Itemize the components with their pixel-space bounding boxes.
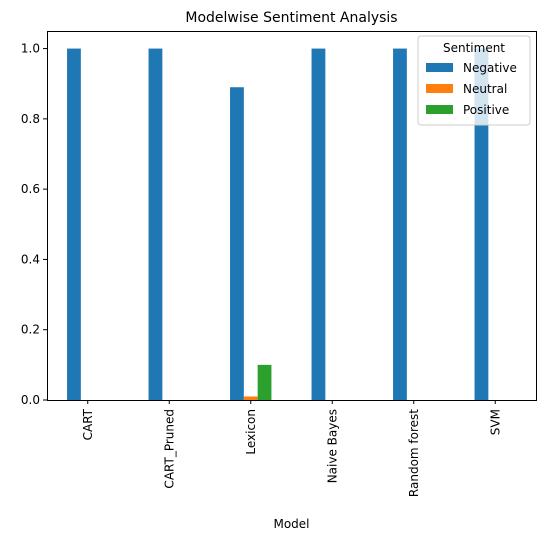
bar-negative-3 [311,48,326,400]
bar-neutral-2 [243,396,258,400]
x-tick-label: SVM [488,409,502,435]
x-axis-label: Model [273,517,309,531]
y-tick-label: 1.0 [21,42,40,56]
legend-title: Sentiment [443,41,505,55]
bar-negative-1 [148,48,163,400]
legend-label-neutral: Neutral [463,82,507,96]
y-axis: 0.0 0.2 0.4 0.6 0.8 1.0 [21,42,47,407]
legend-swatch-neutral [426,84,453,93]
bar-negative-0 [67,48,81,400]
legend: Sentiment Negative Neutral Positive [417,35,531,126]
y-tick-label: 0.6 [21,182,40,196]
bar-negative-5 [474,48,489,400]
bar-positive-2 [257,364,272,400]
legend-label-negative: Negative [463,61,517,75]
y-tick-label: 0.2 [21,323,40,337]
bar-negative-2 [230,87,244,400]
legend-label-positive: Positive [463,103,509,117]
bars-group [67,48,489,400]
y-tick-label: 0.0 [21,393,40,407]
x-axis: CART CART_Pruned Lexicon Naive Bayes Random … [81,400,502,497]
x-tick-label: Naive Bayes [325,409,339,483]
bar-negative-4 [393,48,407,400]
legend-swatch-positive [426,105,453,114]
chart-title: Modelwise Sentiment Analysis [185,10,397,26]
legend-swatch-negative [426,63,453,72]
x-tick-label: Random forest [407,409,421,497]
x-tick-label: CART_Pruned [162,409,176,489]
x-tick-label: Lexicon [244,409,258,455]
plot-frame [47,31,537,401]
y-tick-label: 0.4 [21,252,40,266]
legend-box [417,35,531,126]
x-tick-label: CART [81,408,95,440]
y-tick-label: 0.8 [21,112,40,126]
